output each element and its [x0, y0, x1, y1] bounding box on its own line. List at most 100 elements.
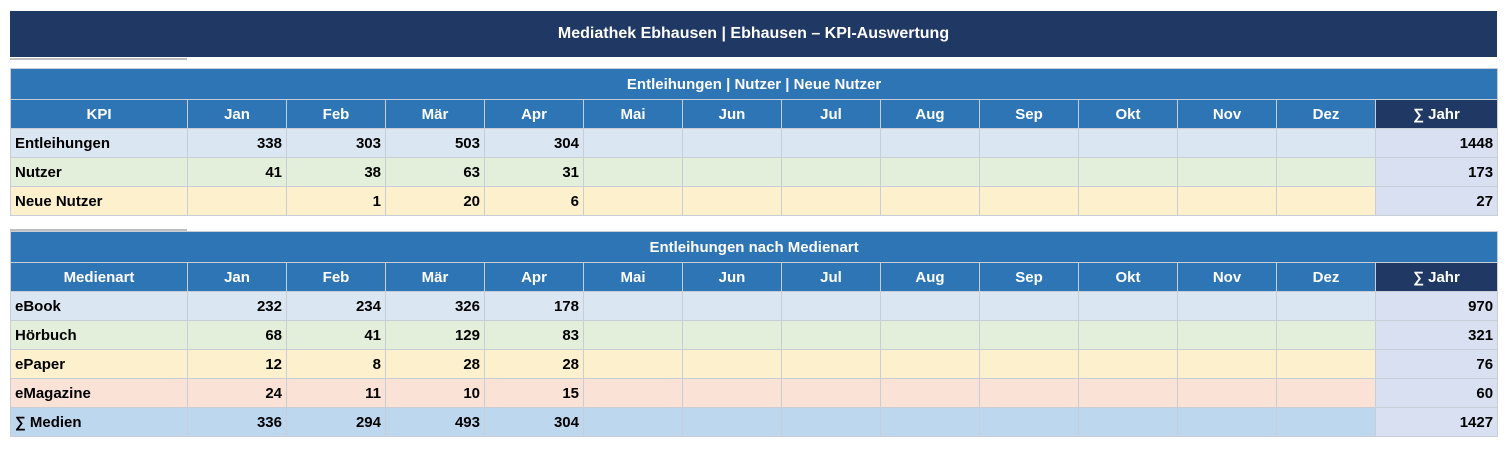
month-value — [781, 186, 881, 216]
month-value: 10 — [385, 378, 485, 408]
month-value — [1078, 349, 1178, 379]
month-value — [880, 349, 980, 379]
month-value — [781, 291, 881, 321]
month-value: 232 — [187, 291, 287, 321]
section-title-row: Entleihungen | Nutzer | Neue Nutzer — [9, 68, 1499, 100]
month-value — [1177, 291, 1277, 321]
month-value — [781, 128, 881, 158]
month-value — [880, 407, 980, 437]
column-header-month: Feb — [286, 99, 386, 129]
month-value — [682, 407, 782, 437]
column-header-label: Medienart — [10, 262, 188, 292]
header-row: Medienart Jan Feb Mär Apr Mai Jun Jul Aug Sep Okt N… — [10, 262, 1499, 292]
month-value — [583, 378, 683, 408]
month-value — [583, 407, 683, 437]
month-value — [1276, 128, 1376, 158]
row-label: eMagazine — [10, 378, 188, 408]
month-value — [880, 291, 980, 321]
month-value: 178 — [484, 291, 584, 321]
month-value: 24 — [187, 378, 287, 408]
month-value: 503 — [385, 128, 485, 158]
month-value — [1276, 320, 1376, 350]
column-header-month: Jul — [781, 99, 881, 129]
month-value — [583, 349, 683, 379]
month-value — [1078, 157, 1178, 187]
month-value — [979, 186, 1079, 216]
report-title: Mediathek Ebhausen | Ebhausen – KPI-Ausw… — [10, 11, 1497, 57]
month-value: 304 — [484, 128, 584, 158]
column-header-month: Apr — [484, 262, 584, 292]
month-value — [1078, 407, 1178, 437]
month-value — [583, 186, 683, 216]
month-value: 1 — [286, 186, 386, 216]
month-value — [1177, 407, 1277, 437]
month-value — [979, 320, 1079, 350]
column-header-month: Aug — [880, 99, 980, 129]
section-title: Entleihungen nach Medienart — [9, 231, 1499, 263]
month-value — [1276, 378, 1376, 408]
table-row: eMagazine 24 11 10 15 60 — [10, 378, 1499, 408]
month-value — [1276, 186, 1376, 216]
month-value — [682, 378, 782, 408]
column-header-month: Okt — [1078, 262, 1178, 292]
column-header-month: Feb — [286, 262, 386, 292]
column-header-month: Mär — [385, 262, 485, 292]
month-value: 326 — [385, 291, 485, 321]
month-value — [1177, 128, 1277, 158]
month-value: 28 — [484, 349, 584, 379]
month-value — [1276, 157, 1376, 187]
row-label: eBook — [10, 291, 188, 321]
month-value — [1177, 320, 1277, 350]
month-value — [781, 378, 881, 408]
month-value: 41 — [286, 320, 386, 350]
column-header-month: Jun — [682, 99, 782, 129]
month-value — [583, 291, 683, 321]
month-value — [781, 157, 881, 187]
year-total: 173 — [1374, 157, 1499, 187]
column-header-month: Mär — [385, 99, 485, 129]
month-value — [682, 349, 782, 379]
month-value: 63 — [385, 157, 485, 187]
column-header-month: Apr — [484, 99, 584, 129]
month-value — [1276, 291, 1376, 321]
year-total: 970 — [1374, 291, 1499, 321]
month-value — [1177, 157, 1277, 187]
row-label: Hörbuch — [10, 320, 188, 350]
month-value — [1078, 128, 1178, 158]
month-value: 336 — [187, 407, 287, 437]
table-row: Entleihungen 338 303 503 304 1448 — [10, 128, 1499, 158]
month-value: 28 — [385, 349, 485, 379]
month-value — [979, 128, 1079, 158]
column-header-month: Nov — [1177, 262, 1277, 292]
column-header-month: Okt — [1078, 99, 1178, 129]
month-value — [781, 407, 881, 437]
month-value — [682, 186, 782, 216]
month-value: 41 — [187, 157, 287, 187]
month-value — [781, 349, 881, 379]
month-value — [583, 320, 683, 350]
month-value — [979, 378, 1079, 408]
month-value — [1078, 291, 1178, 321]
table-row: Neue Nutzer 1 20 6 27 — [10, 186, 1499, 216]
column-header-year: ∑ Jahr — [1374, 262, 1499, 292]
table-row: Nutzer 41 38 63 31 173 — [10, 157, 1499, 187]
month-value — [1078, 186, 1178, 216]
month-value — [1177, 186, 1277, 216]
month-value — [1276, 349, 1376, 379]
month-value — [682, 157, 782, 187]
row-label: ePaper — [10, 349, 188, 379]
month-value — [880, 157, 980, 187]
year-total: 76 — [1374, 349, 1499, 379]
month-value: 15 — [484, 378, 584, 408]
column-header-month: Mai — [583, 99, 683, 129]
kpi-table: Entleihungen | Nutzer | Neue Nutzer KPI Ja… — [9, 68, 1499, 216]
month-value — [781, 320, 881, 350]
month-value — [583, 157, 683, 187]
month-value: 303 — [286, 128, 386, 158]
month-value: 6 — [484, 186, 584, 216]
divider — [10, 58, 187, 60]
month-value: 83 — [484, 320, 584, 350]
month-value — [880, 320, 980, 350]
divider — [10, 229, 187, 231]
month-value — [1276, 407, 1376, 437]
